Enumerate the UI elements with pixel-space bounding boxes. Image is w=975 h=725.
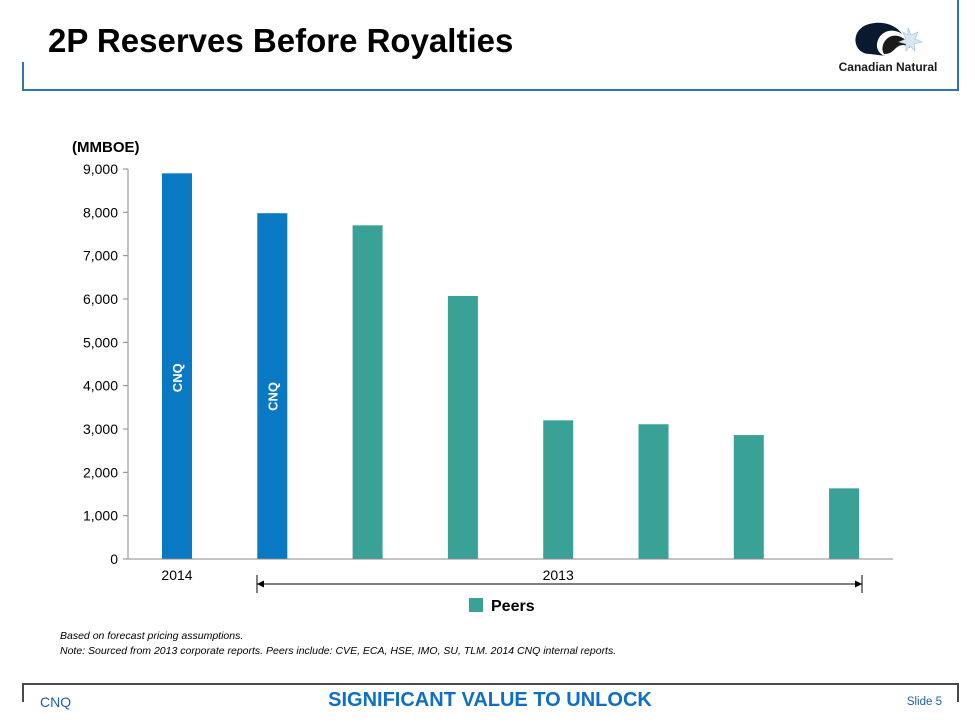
peer-bar — [638, 424, 669, 559]
span-arrow-left-head — [257, 580, 264, 588]
y-tick-label: 5,000 — [83, 334, 118, 350]
cnq-bar — [162, 173, 192, 560]
header-left-tick — [22, 62, 24, 90]
footer-left-tick — [22, 683, 24, 702]
footer-rule — [22, 683, 959, 685]
bar-label: CNQ — [265, 382, 280, 411]
legend-swatch-peers — [469, 598, 483, 612]
y-tick-label: 4,000 — [83, 378, 118, 394]
company-logo: Canadian Natural — [826, 18, 950, 80]
reserves-bar-chart: (MMBOE) 0 1,000 2,000 3,000 4,000 5,000 6,000 7,… — [72, 139, 893, 615]
header-right-tick — [957, 0, 959, 91]
y-tick-label: 3,000 — [83, 421, 118, 437]
y-axis-label: (MMBOE) — [72, 139, 140, 156]
y-tick-label: 6,000 — [83, 291, 118, 307]
slide-title: 2P Reserves Before Royalties — [48, 22, 514, 59]
x-group-label-2014: 2014 — [161, 567, 192, 583]
span-arrow-right-head — [855, 580, 862, 588]
footer-tagline: SIGNIFICANT VALUE TO UNLOCK — [328, 689, 652, 711]
peer-bar — [829, 488, 860, 559]
note-forecast: Based on forecast pricing assumptions. — [60, 630, 244, 642]
footer-right-tick — [957, 683, 959, 702]
legend-label-peers: Peers — [491, 598, 535, 615]
y-tick-label: 8,000 — [83, 204, 118, 220]
cnq-bar — [257, 213, 288, 559]
logo-mark-icon — [855, 22, 923, 57]
peer-bar — [543, 420, 574, 559]
footer-company: CNQ — [40, 694, 72, 710]
peer-bar — [447, 295, 478, 559]
peer-bar — [352, 225, 383, 560]
slide-number: Slide 5 — [906, 696, 942, 708]
x-group-label-2013: 2013 — [543, 567, 574, 583]
bar-label: CNQ — [170, 363, 185, 392]
y-tick-label: 1,000 — [83, 508, 118, 524]
logo-text: Canadian Natural — [838, 60, 938, 74]
peer-bar — [733, 435, 764, 559]
y-tick-label: 0 — [110, 551, 118, 567]
header-rule — [22, 89, 959, 91]
y-tick-label: 9,000 — [83, 161, 118, 177]
y-tick-label: 7,000 — [83, 248, 118, 264]
note-sources: Note: Sourced from 2013 corporate report… — [60, 645, 617, 657]
y-tick-label: 2,000 — [83, 464, 118, 480]
